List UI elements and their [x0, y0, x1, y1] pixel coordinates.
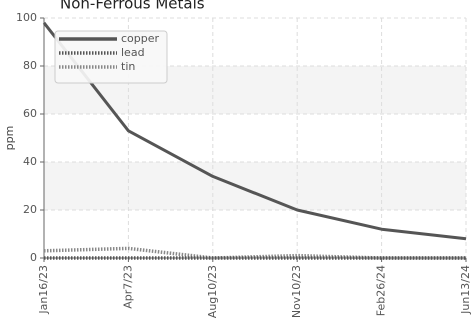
grid	[43, 17, 467, 259]
legend-box	[54, 30, 168, 84]
series-layer	[42, 21, 467, 260]
y-tick-label: 60	[23, 107, 37, 120]
y-tick-label: 40	[23, 155, 37, 168]
legend-label-tin: tin	[121, 60, 135, 73]
legend-label-lead: lead	[121, 46, 145, 59]
y-tick-label: 80	[23, 59, 37, 72]
x-tick-label: Jan16/23	[37, 265, 50, 315]
plot-band	[44, 162, 466, 210]
y-tick-label: 0	[30, 251, 37, 264]
x-tick-label: Nov10/23	[290, 265, 303, 318]
x-tick-label: Aug10/23	[206, 265, 219, 318]
y-tick-label: 20	[23, 203, 37, 216]
x-tick-label: Feb26/24	[375, 265, 388, 316]
plot-bands	[44, 66, 466, 210]
axes: 0 20 40 60 80 100 Jan16/23 Apr7/23 Aug10/23 Nov10…	[16, 11, 472, 318]
chart-title: Non-Ferrous Metals	[60, 0, 205, 13]
x-tick-label: Jun13/24	[459, 265, 472, 315]
y-axis-title: ppm	[3, 126, 16, 151]
y-tick-label: 100	[16, 11, 37, 24]
x-tick-label: Apr7/23	[121, 265, 134, 309]
legend-label-copper: copper	[121, 32, 160, 45]
series-line-copper	[42, 21, 467, 241]
